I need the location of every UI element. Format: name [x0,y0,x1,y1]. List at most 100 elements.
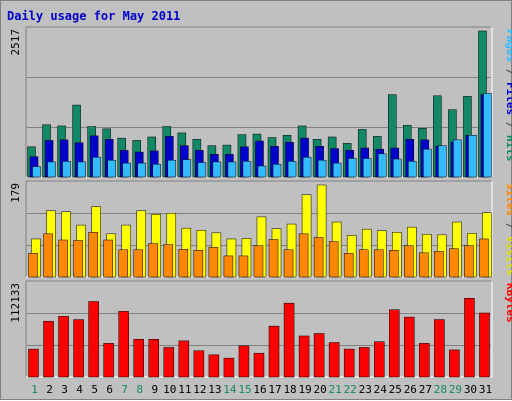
sites-bar [73,240,83,278]
x-tick-label: 20 [314,383,327,396]
pages-bar [182,159,192,178]
legend-entry: Hits [504,135,512,162]
sites-bar [268,239,279,278]
visits-sites-ymax-label: 179 [9,183,22,203]
x-tick-label: 12 [193,383,206,396]
kbytes-bar [208,354,220,378]
pages-bar [257,165,267,178]
x-tick-label: 2 [46,383,53,396]
pages-bar [152,163,162,178]
pages-bar [438,145,447,178]
sites-bar [479,238,489,278]
pages-bar [107,159,116,178]
pages-bar [32,166,41,178]
kbytes-bar [343,348,355,378]
x-tick-label: 21 [329,383,342,396]
x-tick-label: 9 [151,383,158,396]
pages-bar [393,158,402,178]
sites-bar [449,248,459,278]
kbytes-bar [449,349,460,378]
x-tick-label: 3 [61,383,68,396]
sites-bar [283,249,294,278]
kbytes-bar [88,301,99,378]
pages-bar [377,153,387,178]
x-tick-label: 17 [268,383,281,396]
sites-bar [253,245,264,278]
x-tick-label: 18 [283,383,296,396]
kbytes-bar [298,335,310,378]
x-tick-label: 29 [449,383,462,396]
kbytes-bar [313,333,325,378]
pages-bar [137,162,146,178]
sites-bar [404,245,414,278]
legend-entry: Visits [504,236,512,276]
x-tick-label: 5 [91,383,98,396]
sites-bar [178,248,189,278]
sites-bar [88,232,98,278]
pages-bar [483,93,492,178]
pages-bar [287,161,297,178]
pages-bar [362,158,372,178]
kbytes-bar [178,340,190,378]
x-tick-label: 28 [434,383,447,396]
sites-bar [148,243,159,278]
kbytes-bar [373,341,385,378]
pages-bar [62,161,71,178]
kbytes-bar [328,342,340,378]
sites-bar [238,255,249,278]
kbytes-legend: KBytes [504,283,512,323]
x-tick-label: 10 [163,383,176,396]
sites-bar [43,233,53,278]
sites-bar [434,251,444,278]
x-tick-label: 31 [479,383,492,396]
sites-bar [103,239,113,278]
x-tick-label: 6 [106,383,113,396]
sites-bar [328,241,339,278]
pages-bar [272,163,282,178]
sites-bar [298,233,309,278]
legend-entry: / [504,115,512,135]
sites-bar [28,253,38,278]
x-tick-label: 1 [31,383,38,396]
pages-bar [77,161,86,178]
kbytes-bar [73,319,84,378]
legend-entry: Sites [504,183,512,216]
kbytes-bar [103,343,114,378]
x-tick-label: 16 [253,383,266,396]
x-tick-label: 19 [298,383,311,396]
pages-bar [122,162,131,178]
x-tick-label: 11 [178,383,191,396]
chart-title: Daily usage for May 2011 [7,9,180,23]
pages-bar [302,157,312,178]
x-tick-label: 7 [121,383,128,396]
pages-bar [92,157,101,178]
sites-bar [343,253,354,278]
legend-entry: / [504,62,512,82]
sites-bar [163,244,174,278]
kbytes-bar [163,347,175,378]
kbytes-bar [419,343,430,378]
pages-bar [47,161,56,178]
kbytes-bar [283,302,295,378]
pages-bar [423,148,432,178]
kbytes-bar [43,320,54,378]
kbytes-bar [358,347,370,378]
kbytes-bar [434,319,445,378]
legend-entry: Pages [504,29,512,62]
sites-bar [464,245,474,278]
sites-bar [419,252,429,278]
sites-bar [313,237,324,278]
kbytes-bar [389,309,400,378]
kbytes-bar [133,339,144,378]
pages-bar [453,139,462,178]
kbytes-bar [464,297,475,378]
pages-bar [468,134,477,178]
visits-sites-legend: Sites / Visits [504,183,512,276]
pages-bar [167,159,177,178]
kbytes-bar [238,345,250,378]
legend-entry: KBytes [504,283,512,323]
x-tick-label: 15 [238,383,251,396]
sites-bar [193,250,204,278]
x-tick-label: 25 [389,383,402,396]
sites-bar [118,249,128,278]
